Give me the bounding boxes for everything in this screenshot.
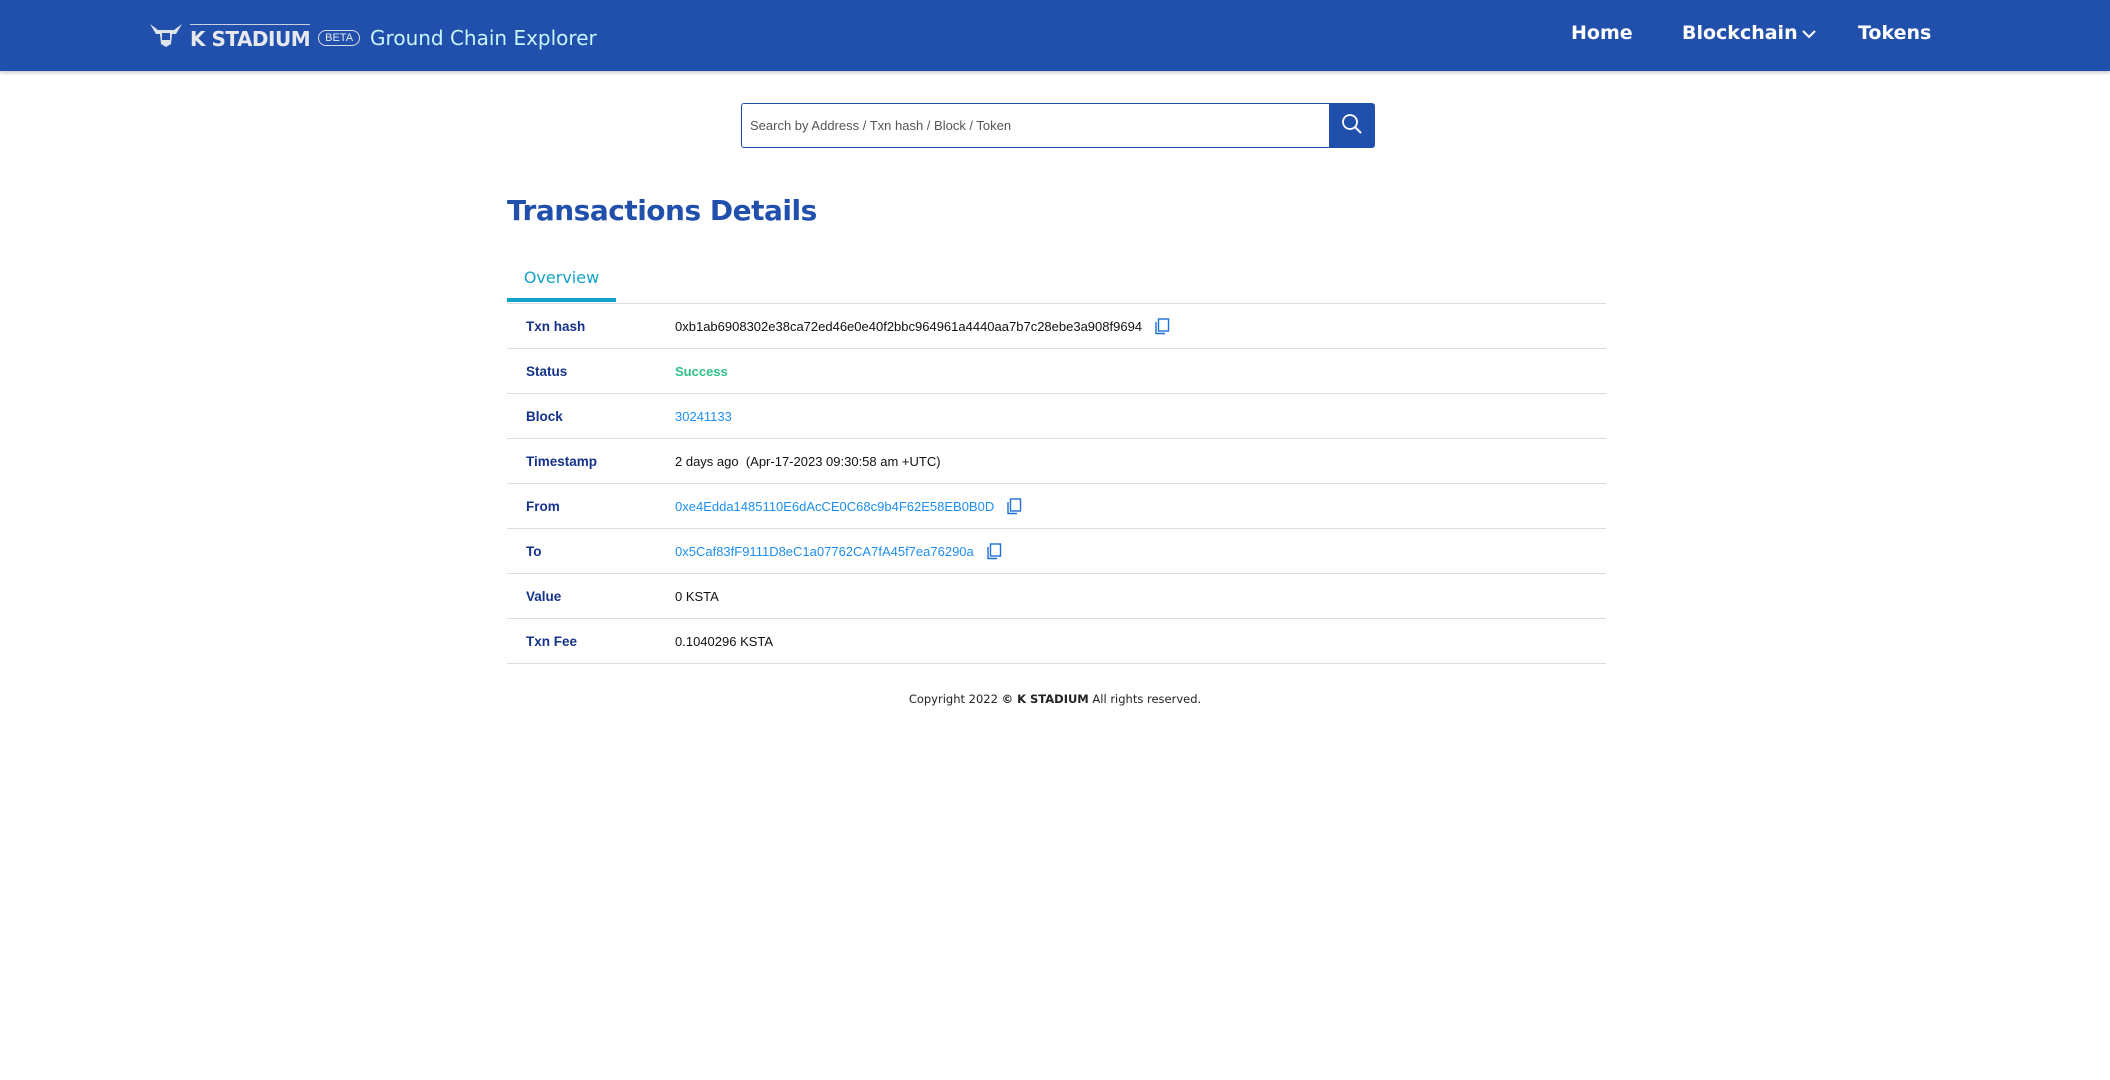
bull-logo-icon: [150, 22, 182, 53]
copy-icon[interactable]: [986, 542, 1002, 560]
copyright-text: Copyright 2022: [908, 692, 1002, 706]
txn-hash-value: 0xb1ab6908302e38ca72ed46e0e40f2bbc964961…: [675, 318, 1143, 334]
table-row: Txn Fee 0.1040296 KSTA: [507, 619, 1606, 664]
table-row: Value 0 KSTA: [507, 574, 1606, 619]
top-navbar: K STADIUM BETA Ground Chain Explorer Hom…: [0, 0, 2110, 71]
table-row: Status Success: [507, 349, 1606, 394]
beta-badge: BETA: [318, 29, 361, 46]
nav-blockchain-label: Blockchain: [1682, 22, 1798, 44]
block-link[interactable]: 30241133: [675, 408, 732, 424]
status-label: Status: [526, 363, 568, 379]
txn-hash-label: Txn hash: [526, 318, 586, 334]
txn-fee-amount: 0.1040296 KSTA: [675, 633, 774, 649]
rights-text: All rights reserved.: [1088, 692, 1202, 706]
nav-home[interactable]: Home: [1571, 22, 1633, 44]
transaction-details-table: Txn hash 0xb1ab6908302e38ca72ed46e0e40f2b…: [507, 303, 1606, 664]
timestamp-label: Timestamp: [526, 453, 598, 469]
search-bar: [741, 103, 1375, 148]
block-label: Block: [526, 408, 563, 424]
timestamp-value: 2 days ago (Apr-17-2023 09:30:58 am +UTC…: [675, 453, 941, 469]
brand-name: K STADIUM: [190, 24, 311, 51]
page-title: Transactions Details: [507, 194, 817, 227]
from-label: From: [526, 498, 560, 514]
chevron-down-icon: [1801, 22, 1816, 44]
table-row: Txn hash 0xb1ab6908302e38ca72ed46e0e40f2b…: [507, 304, 1606, 349]
tab-overview[interactable]: Overview: [507, 268, 616, 302]
app-name: Ground Chain Explorer: [370, 25, 597, 50]
copy-icon[interactable]: [1006, 497, 1022, 515]
search-input[interactable]: [741, 103, 1329, 148]
table-row: Timestamp 2 days ago (Apr-17-2023 09:30:5…: [507, 439, 1606, 484]
txn-fee-label: Txn Fee: [526, 633, 578, 649]
nav-tokens[interactable]: Tokens: [1858, 22, 1932, 44]
table-row: To 0x5Caf83fF9111D8eC1a07762CA7fA45f7ea76…: [507, 529, 1606, 574]
to-label: To: [526, 543, 542, 559]
value-amount: 0 KSTA: [675, 588, 719, 604]
table-row: Block 30241133: [507, 394, 1606, 439]
footer-copyright: Copyright 2022 © K STADIUM All rights re…: [0, 692, 2110, 706]
copyright-brand: © K STADIUM: [1001, 692, 1089, 706]
status-badge: Success: [675, 363, 728, 379]
search-icon: [1341, 113, 1363, 138]
nav-blockchain[interactable]: Blockchain: [1682, 22, 1816, 44]
copy-icon[interactable]: [1154, 317, 1170, 335]
table-row: From 0xe4Edda1485110E6dAcCE0C68c9b4F62E58…: [507, 484, 1606, 529]
logo[interactable]: K STADIUM BETA Ground Chain Explorer: [150, 22, 597, 53]
to-address-link[interactable]: 0x5Caf83fF9111D8eC1a07762CA7fA45f7ea7629…: [675, 543, 974, 559]
from-address-link[interactable]: 0xe4Edda1485110E6dAcCE0C68c9b4F62E58EB0B…: [675, 498, 995, 514]
search-button[interactable]: [1329, 103, 1375, 148]
value-label: Value: [526, 588, 562, 604]
